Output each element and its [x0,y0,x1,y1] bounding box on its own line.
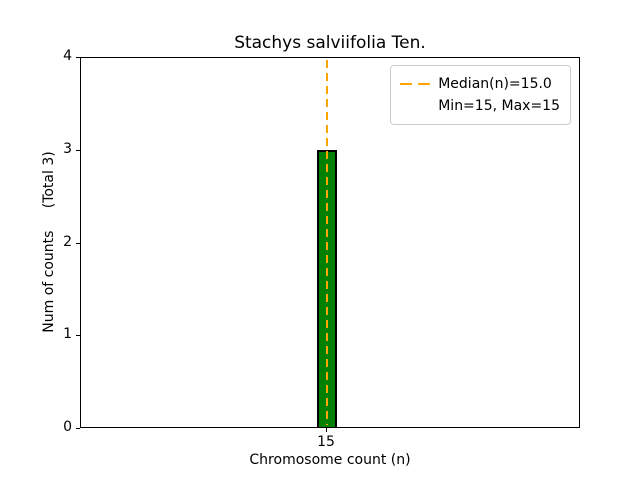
plot-area: Median(n)=15.0 Min=15, Max=15 [80,57,580,428]
legend: Median(n)=15.0 Min=15, Max=15 [390,65,571,125]
y-tick-mark [76,335,80,336]
legend-row-minmax: Min=15, Max=15 [400,95,560,117]
legend-row-median: Median(n)=15.0 [400,73,560,95]
y-tick-mark [76,243,80,244]
x-tick-label-15: 15 [317,434,335,450]
y-tick-mark [76,428,80,429]
legend-dashed-line-icon [400,83,431,85]
y-tick-mark [76,57,80,58]
y-tick-label-0: 0 [63,419,72,435]
y-tick-mark [76,150,80,151]
chart-title: Stachys salviifolia Ten. [234,33,426,53]
legend-spacer [400,105,430,107]
x-axis-label: Chromosome count (n) [249,452,411,468]
y-tick-label-1: 1 [63,326,72,342]
x-tick-mark [326,428,327,432]
y-tick-label-3: 3 [63,141,72,157]
y-tick-label-2: 2 [63,234,72,250]
y-tick-label-4: 4 [63,48,72,64]
legend-entry-median: Median(n)=15.0 [438,76,552,92]
median-line [326,60,328,425]
legend-entry-minmax: Min=15, Max=15 [438,98,560,114]
